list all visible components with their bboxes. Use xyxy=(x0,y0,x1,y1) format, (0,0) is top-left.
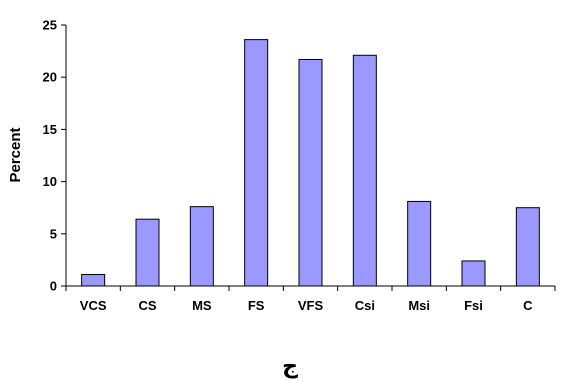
bar-fsi xyxy=(461,260,486,287)
x-tick-label: VCS xyxy=(80,298,107,313)
x-tick-label: FS xyxy=(248,298,265,313)
y-tick-label: 10 xyxy=(43,174,57,189)
y-axis-title: Percent xyxy=(7,127,24,182)
x-tick-label: VFS xyxy=(298,298,324,313)
y-axis: 0 5 10 15 20 25 xyxy=(43,18,67,294)
bars xyxy=(81,39,540,287)
x-tick-label: Csi xyxy=(355,298,375,313)
bar-ms xyxy=(189,206,214,287)
bar-csi xyxy=(352,54,377,287)
figure-caption: ج xyxy=(282,354,298,379)
y-tick-label: 0 xyxy=(50,279,57,294)
x-tick-label: MS xyxy=(192,298,212,313)
bar-msi xyxy=(407,200,432,287)
x-tick-label: Msi xyxy=(408,298,430,313)
y-tick-label: 5 xyxy=(50,226,57,241)
x-tick-label: Fsi xyxy=(464,298,483,313)
y-tick-label: 20 xyxy=(43,70,57,85)
x-tick-label: CS xyxy=(138,298,156,313)
bar-cs xyxy=(135,218,160,287)
y-tick-label: 25 xyxy=(43,18,57,33)
bar-fs xyxy=(244,39,269,287)
bar-vcs xyxy=(81,274,106,287)
x-axis: VCS CS MS FS VFS Csi Msi Fsi C xyxy=(65,285,556,313)
x-tick-label: C xyxy=(523,298,533,313)
bar-vfs xyxy=(298,58,323,287)
y-tick-label: 15 xyxy=(43,122,57,137)
bar-c xyxy=(515,207,540,287)
